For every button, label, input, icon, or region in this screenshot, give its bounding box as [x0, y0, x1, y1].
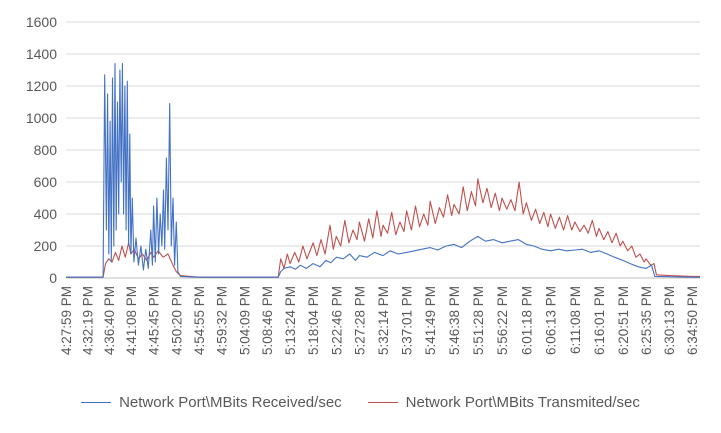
y-axis-tick-labels: 0 200 400 600 800 1000 1200 1400 1600	[26, 14, 57, 286]
x-tick-label: 6:06:13 PM	[544, 286, 559, 355]
legend-swatch-transmitted	[367, 401, 398, 403]
x-tick-label: 5:41:49 PM	[423, 286, 438, 355]
y-tick-label: 1400	[26, 46, 57, 62]
x-tick-label: 4:59:32 PM	[215, 286, 230, 355]
x-tick-label: 4:45:45 PM	[147, 286, 162, 355]
legend-swatch-received	[81, 401, 112, 403]
x-tick-label: 5:32:14 PM	[376, 286, 391, 355]
y-tick-label: 1200	[26, 78, 57, 94]
legend-item-transmitted: Network Port\MBits Transmited/sec	[367, 393, 640, 411]
x-axis-tick-labels: 4:27:59 PM 4:32:19 PM 4:36:40 PM 4:41:08 PM…	[59, 286, 700, 355]
x-tick-label: 5:27:28 PM	[352, 286, 367, 355]
y-tick-label: 1000	[26, 110, 57, 126]
y-tick-label: 800	[34, 142, 58, 158]
y-tick-label: 600	[34, 174, 58, 190]
y-tick-label: 0	[49, 270, 57, 286]
legend: Network Port\MBits Received/sec Network …	[0, 390, 721, 414]
x-tick-label: 6:16:01 PM	[592, 286, 607, 355]
series-lines	[66, 63, 700, 278]
x-tick-label: 4:27:59 PM	[59, 286, 74, 355]
x-tick-label: 6:01:18 PM	[519, 286, 534, 355]
x-tick-label: 4:32:19 PM	[80, 286, 95, 355]
x-tick-label: 4:36:40 PM	[102, 286, 117, 355]
x-tick-label: 4:41:08 PM	[124, 286, 139, 355]
x-tick-label: 5:51:28 PM	[471, 286, 486, 355]
x-tick-label: 6:20:51 PM	[616, 286, 631, 355]
y-tick-label: 1600	[26, 14, 57, 30]
x-tick-label: 4:50:20 PM	[169, 286, 184, 355]
x-tick-label: 4:54:55 PM	[192, 286, 207, 355]
legend-item-received: Network Port\MBits Received/sec	[81, 394, 342, 411]
y-tick-label: 200	[34, 238, 58, 254]
x-tick-label: 5:08:46 PM	[260, 286, 275, 355]
x-tick-label: 5:22:46 PM	[329, 286, 344, 355]
x-tick-label: 6:25:35 PM	[639, 286, 654, 355]
legend-label-received: Network Port\MBits Received/sec	[119, 393, 342, 411]
x-tick-label: 5:37:01 PM	[400, 286, 415, 355]
x-tick-label: 5:13:24 PM	[283, 286, 298, 355]
legend-label-transmitted: Network Port\MBits Transmited/sec	[405, 393, 640, 411]
y-tick-label: 400	[34, 206, 58, 222]
x-tick-label: 6:34:50 PM	[685, 286, 700, 355]
x-tick-label: 6:30:13 PM	[662, 286, 677, 355]
x-tick-label: 5:04:09 PM	[237, 286, 252, 355]
series-line-transmitted	[66, 178, 700, 278]
x-tick-label: 5:46:38 PM	[447, 286, 462, 355]
series-line-received	[66, 63, 700, 278]
x-tick-label: 5:18:04 PM	[306, 286, 321, 355]
x-tick-label: 5:56:22 PM	[495, 286, 510, 355]
x-tick-label: 6:11:08 PM	[568, 286, 583, 354]
